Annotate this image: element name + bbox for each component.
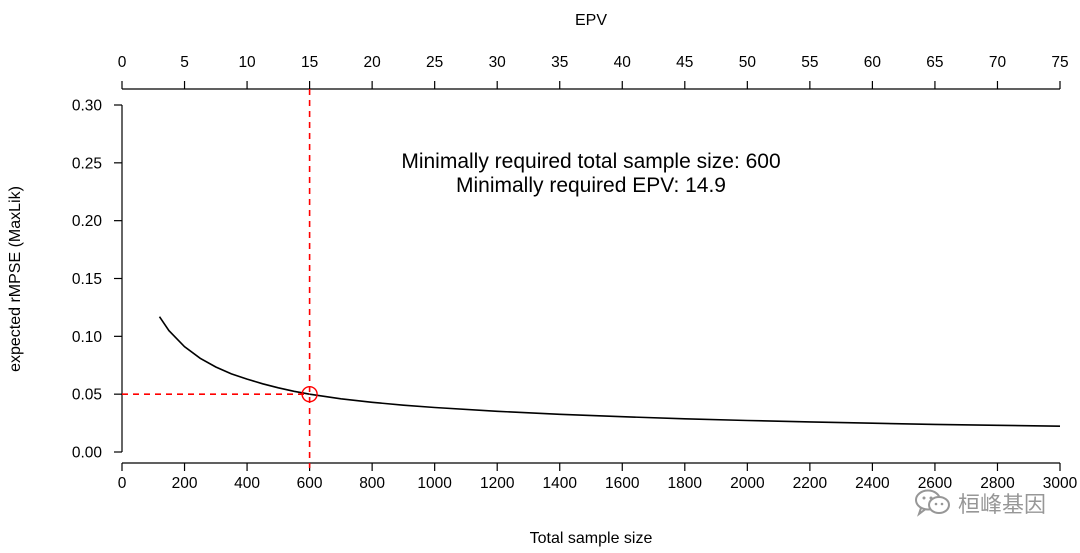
- top-tick-label: 20: [364, 54, 382, 71]
- x-tick-label: 1400: [542, 475, 577, 492]
- x-tick-label: 2000: [730, 475, 765, 492]
- x-tick-label: 1600: [605, 475, 640, 492]
- x-tick-label: 2800: [980, 475, 1015, 492]
- top-tick-label: 65: [926, 54, 943, 71]
- x-tick-label: 200: [172, 475, 198, 492]
- x-axis-title: Total sample size: [530, 530, 653, 547]
- x-tick-label: 2200: [793, 475, 828, 492]
- y-tick-label: 0.20: [72, 213, 103, 230]
- top-tick-label: 40: [614, 54, 632, 71]
- top-tick-label: 75: [1051, 54, 1068, 71]
- x-tick-label: 2400: [855, 475, 890, 492]
- top-tick-label: 60: [864, 54, 882, 71]
- watermark-text: 桓峰基因: [957, 492, 1046, 517]
- y-tick-label: 0.00: [72, 445, 103, 462]
- marks: [122, 89, 1061, 468]
- top-tick-label: 50: [739, 54, 757, 71]
- x-tick-label: 800: [359, 475, 385, 492]
- top-tick-label: 0: [118, 54, 127, 71]
- annotation-epv: Minimally required EPV: 14.9: [456, 174, 726, 197]
- annotation-sample-size: Minimally required total sample size: 60…: [401, 150, 780, 173]
- wechat-icon: [914, 489, 950, 517]
- x-tick-label: 1800: [668, 475, 703, 492]
- y-tick-label: 0.10: [72, 329, 103, 346]
- x-tick-label: 2600: [918, 475, 953, 492]
- rmpse-curve: [158, 316, 1061, 427]
- y-tick-label: 0.05: [72, 387, 102, 404]
- x-tick-label: 1200: [480, 475, 515, 492]
- y-tick-label: 0.25: [72, 155, 102, 172]
- reference-point-marker: [301, 385, 318, 403]
- top-axis-title: EPV: [575, 12, 607, 29]
- x-tick-label: 400: [234, 475, 260, 492]
- top-tick-label: 10: [238, 54, 256, 71]
- top-tick-label: 5: [180, 54, 189, 71]
- top-tick-label: 70: [989, 54, 1007, 71]
- top-tick-label: 35: [551, 54, 568, 71]
- top-tick-label: 25: [426, 54, 443, 71]
- top-tick-label: 30: [489, 54, 507, 71]
- x-tick-label: 600: [297, 475, 323, 492]
- y-tick-label: 0.30: [72, 98, 103, 115]
- x-tick-label: 3000: [1043, 475, 1078, 492]
- x-tick-label: 1000: [417, 475, 452, 492]
- watermark: 桓峰基因: [914, 487, 1046, 519]
- y-axis-title: expected rMPSE (MaxLik): [7, 186, 24, 372]
- top-tick-label: 15: [301, 54, 318, 71]
- top-tick-label: 55: [801, 54, 818, 71]
- x-tick-label: 0: [118, 475, 127, 492]
- y-tick-label: 0.15: [72, 271, 102, 288]
- axes: 0 200 400 600 800 1000 1200 1400 1600 1800 2000 220…: [72, 54, 1078, 492]
- top-tick-label: 45: [676, 54, 693, 71]
